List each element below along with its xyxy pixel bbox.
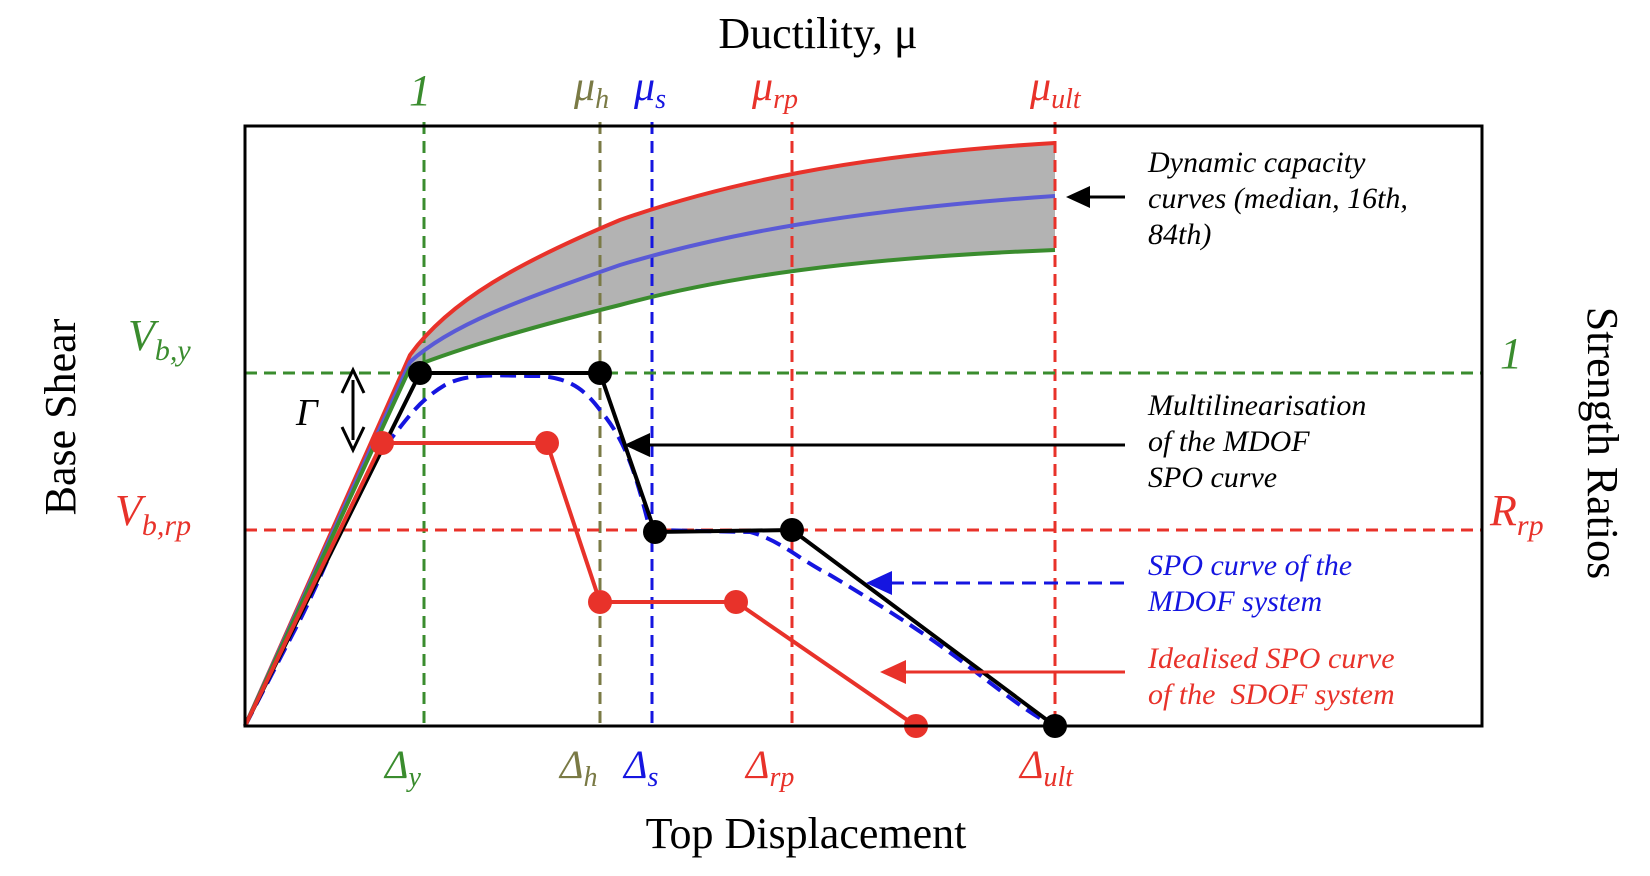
dynamic-median-curve <box>243 194 1056 727</box>
vby-label: Vb,y <box>128 311 191 367</box>
dynamic-84th-curve <box>243 141 1056 727</box>
mu-ult-label: μult <box>1029 64 1082 115</box>
right-axis-title: Strength Ratios <box>1578 307 1627 580</box>
spo-mdof-arrow <box>866 571 1125 595</box>
spo-mdof-annotation: SPO curve of the MDOF system <box>1147 549 1360 618</box>
dynamic-arrow <box>1066 186 1125 208</box>
multilinear-point <box>408 361 432 385</box>
strength-1-label: 1 <box>1500 329 1522 378</box>
multilinear-point <box>588 361 612 385</box>
sdof-point <box>588 590 612 614</box>
mu-1-label: 1 <box>409 66 431 115</box>
vbrp-label: Vb,rp <box>115 486 191 542</box>
multilinear-annotation: Multilinearisation of the MDOF SPO curve <box>1147 389 1374 494</box>
mu-rp-label: μrp <box>751 64 798 115</box>
dynamic-capacity-band <box>410 143 1055 368</box>
multilinear-curve <box>243 371 1057 728</box>
delta-rp-label: Δrp <box>744 742 794 793</box>
mu-s-label: μs <box>633 64 666 115</box>
delta-h-label: Δh <box>558 742 597 793</box>
dynamic-16th-curve <box>243 248 1056 727</box>
delta-s-label: Δs <box>622 742 658 793</box>
left-axis-title: Base Shear <box>36 318 85 515</box>
delta-y-label: Δy <box>383 742 421 793</box>
gamma-label: Γ <box>295 392 319 434</box>
rrp-label: Rrp <box>1489 486 1544 542</box>
sdof-curve <box>243 441 918 728</box>
multilinear-point <box>643 520 667 544</box>
multilinear-point <box>780 518 804 542</box>
bottom-axis-title: Top Displacement <box>646 809 967 858</box>
spo-sdof-annotation: Idealised SPO curve of the SDOF system <box>1147 642 1395 711</box>
spo-sdof-arrow <box>880 660 1125 684</box>
plot-frame <box>243 124 1484 728</box>
sdof-point <box>370 431 394 455</box>
top-axis-title: Ductility, μ <box>718 9 917 58</box>
sdof-point <box>535 431 559 455</box>
mu-h-label: μh <box>573 64 609 115</box>
multilinear-arrow <box>624 433 1125 457</box>
delta-ult-label: Δult <box>1018 742 1074 793</box>
gamma-arrow <box>340 366 366 454</box>
sdof-point <box>724 590 748 614</box>
dynamic-capacity-annotation: Dynamic capacity curves (median, 16th, 8… <box>1147 146 1415 251</box>
